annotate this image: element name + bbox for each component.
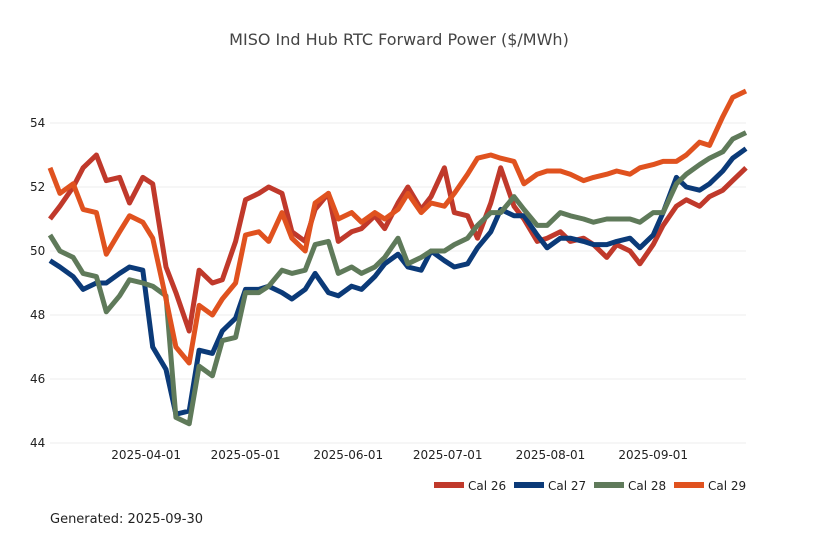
y-tick-label: 54 — [30, 116, 45, 130]
chart-title: MISO Ind Hub RTC Forward Power ($/MWh) — [229, 30, 569, 49]
y-tick-label: 50 — [30, 244, 45, 258]
generated-timestamp: Generated: 2025-09-30 — [50, 512, 204, 527]
y-tick-label: 48 — [30, 308, 45, 322]
legend-swatch — [434, 482, 464, 488]
legend-swatch — [514, 482, 544, 488]
series-line-cal-26 — [48, 152, 748, 334]
x-tick-label: 2025-09-01 — [618, 448, 688, 462]
legend-item: Cal 27 — [514, 479, 586, 493]
x-axis: 2025-04-01 2025-05-01 2025-06-01 2025-07-01… — [111, 448, 688, 462]
legend-item: Cal 28 — [594, 479, 666, 493]
legend-label: Cal 28 — [628, 479, 666, 493]
series-line-cal-29 — [47, 88, 748, 366]
legend: Cal 26 Cal 27 Cal 28 Cal 29 — [434, 479, 746, 493]
legend-item: Cal 26 — [434, 479, 506, 493]
series-line-cal-27 — [48, 146, 748, 417]
legend-item: Cal 29 — [674, 479, 746, 493]
y-tick-label: 52 — [30, 180, 45, 194]
x-tick-label: 2025-06-01 — [313, 448, 383, 462]
x-tick-label: 2025-05-01 — [211, 448, 281, 462]
series-group — [47, 88, 748, 427]
y-tick-label: 44 — [30, 436, 45, 450]
x-tick-label: 2025-07-01 — [413, 448, 483, 462]
x-tick-label: 2025-08-01 — [516, 448, 586, 462]
y-tick-label: 46 — [30, 372, 45, 386]
legend-swatch — [594, 482, 624, 488]
series-line-cal-28 — [47, 130, 748, 427]
grid — [50, 122, 746, 444]
legend-label: Cal 27 — [548, 479, 586, 493]
legend-label: Cal 29 — [708, 479, 746, 493]
legend-swatch — [674, 482, 704, 488]
y-axis: 44 46 48 50 52 54 — [30, 116, 45, 450]
x-tick-label: 2025-04-01 — [111, 448, 181, 462]
legend-label: Cal 26 — [468, 479, 506, 493]
